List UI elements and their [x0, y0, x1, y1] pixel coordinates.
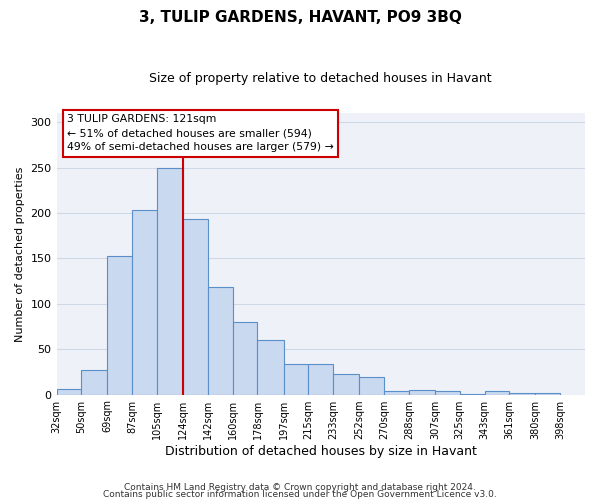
Bar: [359, 378, 384, 394]
Text: 3, TULIP GARDENS, HAVANT, PO9 3BQ: 3, TULIP GARDENS, HAVANT, PO9 3BQ: [139, 10, 461, 25]
Bar: [233, 322, 257, 394]
Bar: [409, 390, 435, 394]
X-axis label: Distribution of detached houses by size in Havant: Distribution of detached houses by size …: [165, 444, 477, 458]
Bar: [509, 393, 535, 394]
Bar: [435, 391, 460, 394]
Bar: [157, 168, 183, 394]
Y-axis label: Number of detached properties: Number of detached properties: [15, 166, 25, 342]
Bar: [56, 389, 82, 394]
Bar: [485, 391, 509, 394]
Text: 3 TULIP GARDENS: 121sqm
← 51% of detached houses are smaller (594)
49% of semi-d: 3 TULIP GARDENS: 121sqm ← 51% of detache…: [67, 114, 334, 152]
Bar: [208, 288, 233, 395]
Bar: [132, 210, 157, 394]
Text: Contains public sector information licensed under the Open Government Licence v3: Contains public sector information licen…: [103, 490, 497, 499]
Bar: [257, 340, 284, 394]
Bar: [384, 391, 409, 394]
Bar: [284, 364, 308, 394]
Text: Contains HM Land Registry data © Crown copyright and database right 2024.: Contains HM Land Registry data © Crown c…: [124, 484, 476, 492]
Bar: [107, 256, 132, 394]
Bar: [183, 220, 208, 394]
Bar: [308, 364, 333, 394]
Bar: [333, 374, 359, 394]
Bar: [535, 393, 560, 394]
Bar: [82, 370, 107, 394]
Title: Size of property relative to detached houses in Havant: Size of property relative to detached ho…: [149, 72, 492, 86]
